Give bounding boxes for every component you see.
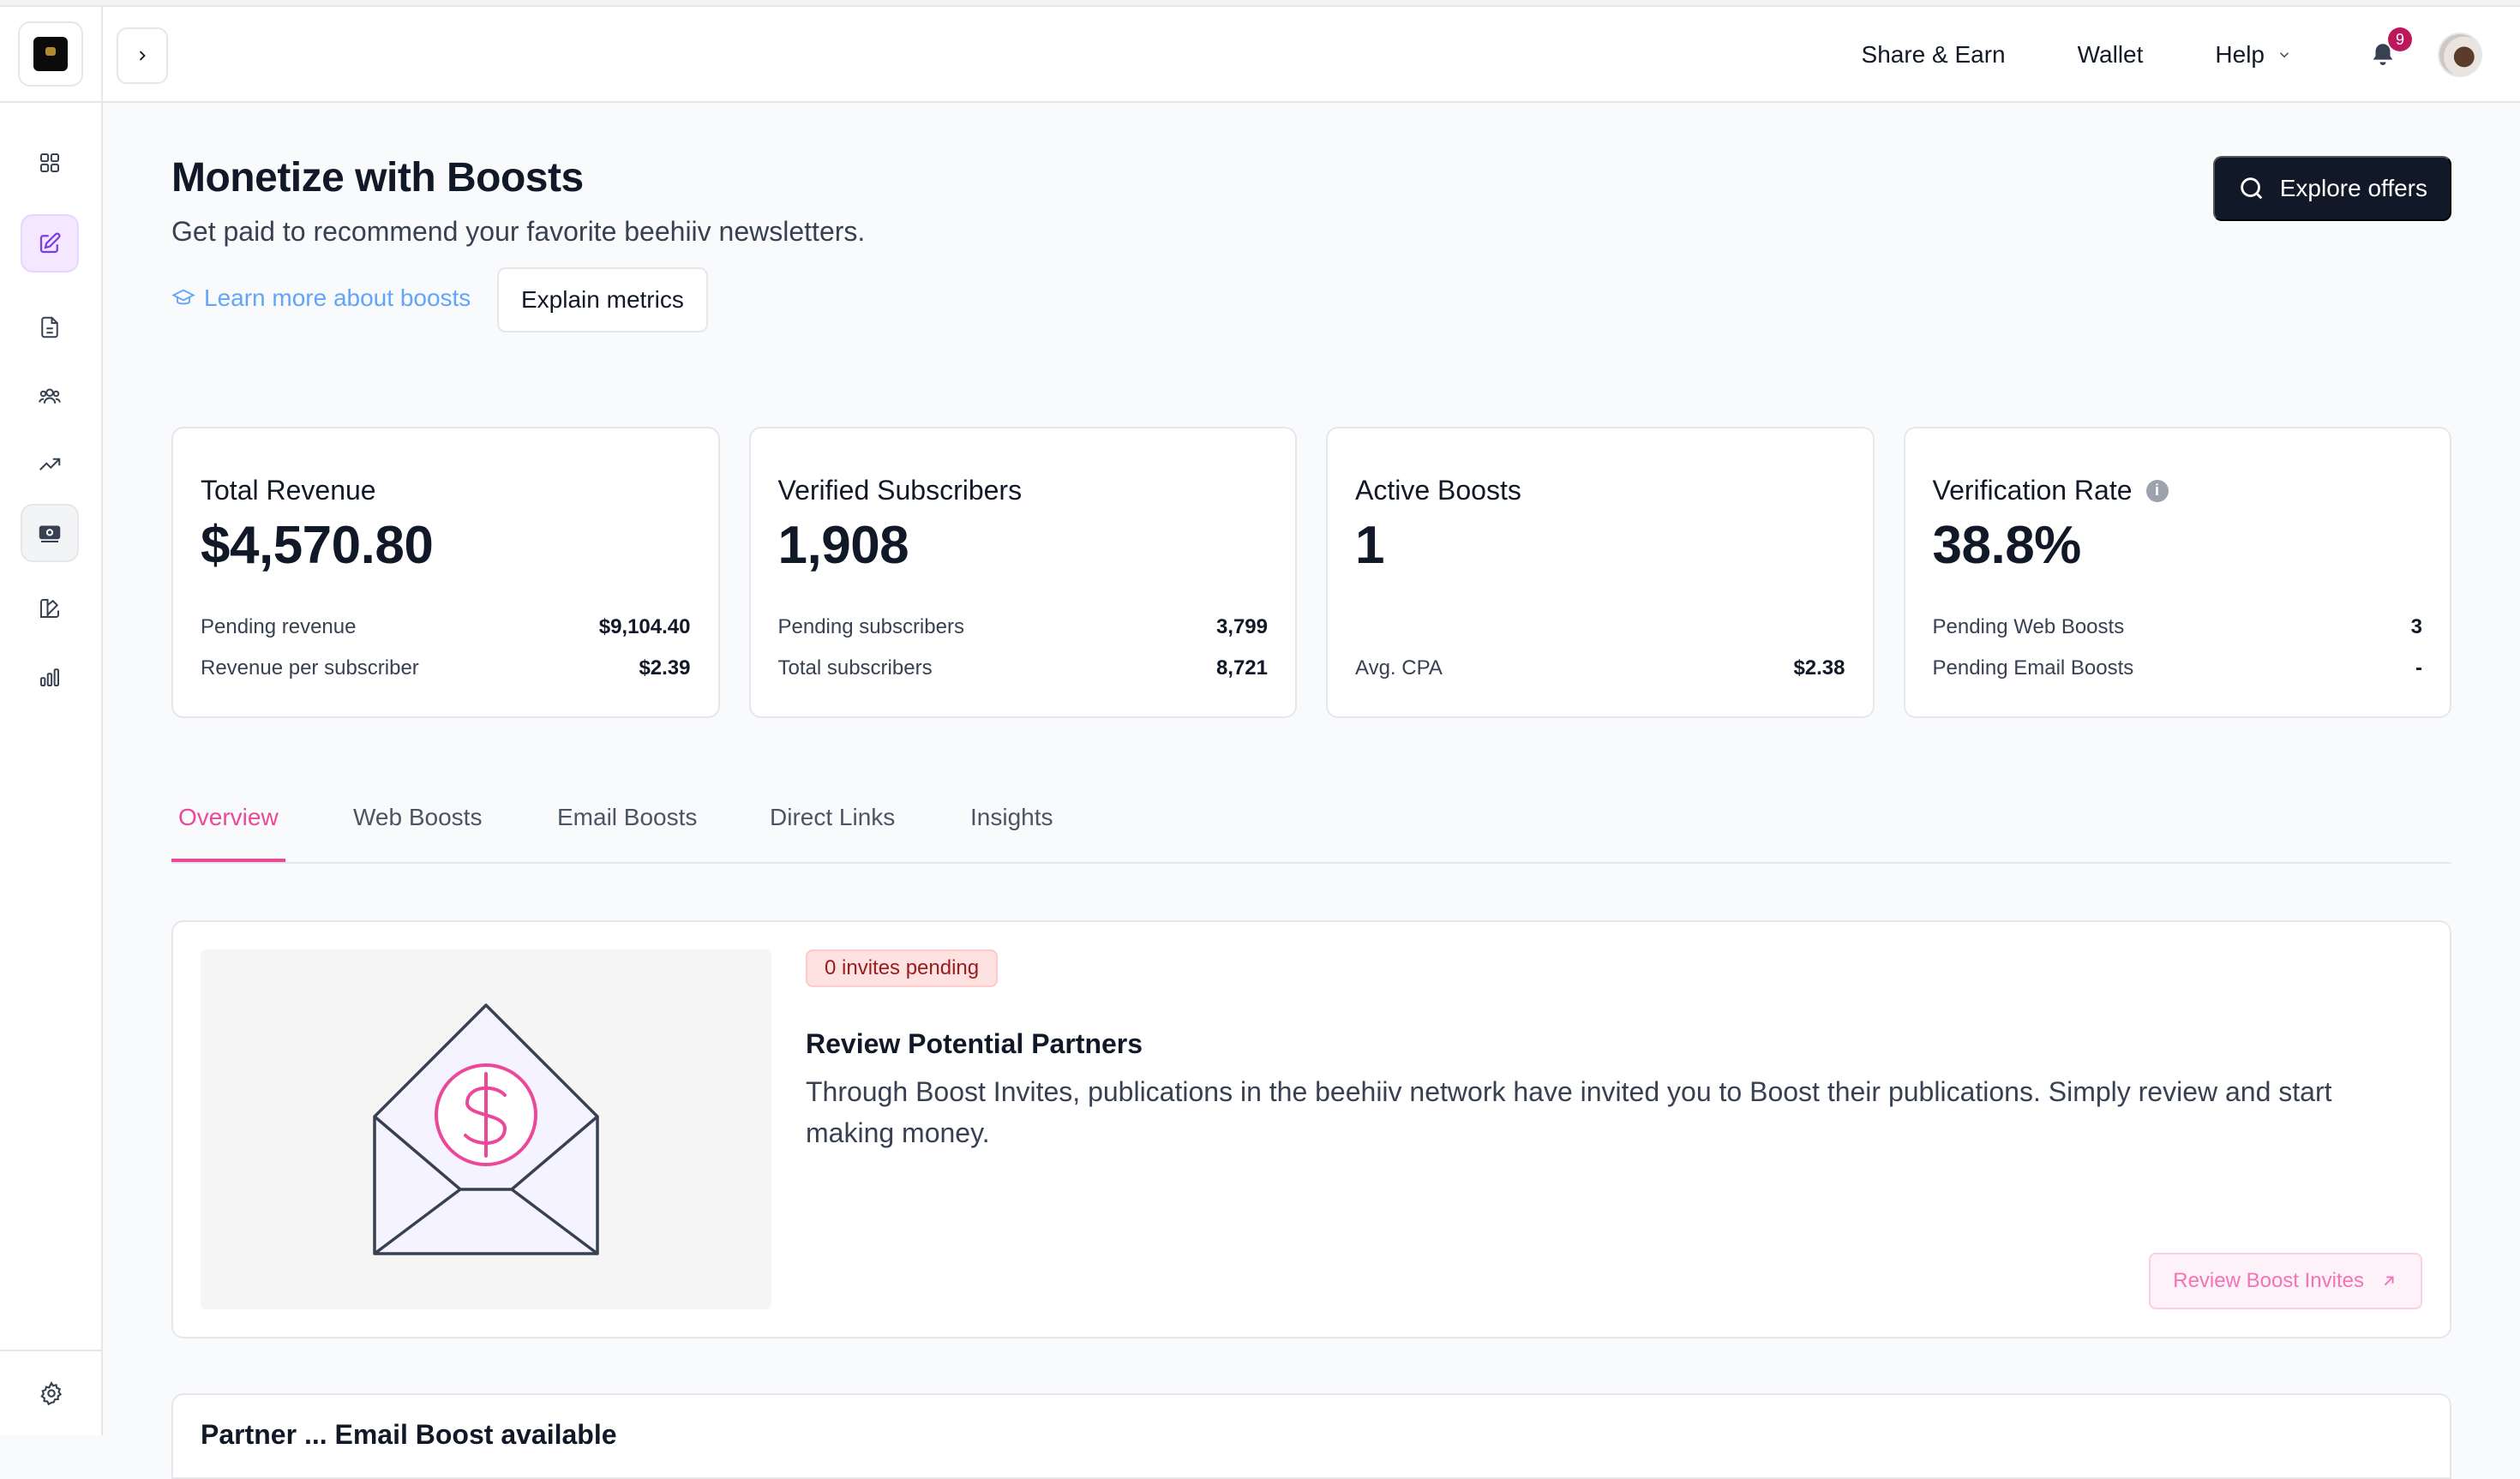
stat-value: 1,908 <box>777 516 909 575</box>
info-icon[interactable]: i <box>2145 479 2169 502</box>
user-avatar[interactable] <box>2438 33 2482 77</box>
review-boost-invites-label: Review Boost Invites <box>2173 1269 2364 1292</box>
stat-row-value: - <box>2415 656 2422 680</box>
stat-card-total-revenue: Total Revenue $4,570.80 Pending revenue … <box>171 427 720 718</box>
stat-row-label: Pending Web Boosts <box>1932 615 2125 638</box>
stat-label-row: Verification Rate i <box>1933 475 2423 506</box>
notifications-button[interactable]: 9 <box>2364 27 2412 74</box>
design-icon <box>40 599 59 618</box>
publication-logo[interactable] <box>18 21 83 87</box>
top-navigation: Share & Earn Wallet Help 9 <box>1862 7 2520 103</box>
envelope-illustration <box>201 949 771 1309</box>
stat-row-label: Pending Email Boosts <box>1932 656 2134 680</box>
stat-row-label: Total subscribers <box>777 656 933 680</box>
tab-overview[interactable]: Overview <box>171 804 285 862</box>
page-title: Monetize with Boosts <box>171 155 584 201</box>
stat-row-value: 8,721 <box>1215 656 1268 680</box>
sidebar-item-compose[interactable] <box>21 214 79 272</box>
stat-row-label: Revenue per subscriber <box>201 656 419 680</box>
promo-description: Through Boost Invites, publications in t… <box>806 1076 2332 1148</box>
sidebar <box>0 7 103 1435</box>
boost-tabs: Overview Web Boosts Email Boosts Direct … <box>171 793 2451 864</box>
review-boost-invites-button[interactable]: Review Boost Invites <box>2149 1253 2422 1309</box>
tab-insights[interactable]: Insights <box>970 804 1053 830</box>
promo-title: Review Potential Partners <box>806 1028 1143 1059</box>
compose-icon <box>39 232 61 254</box>
stat-row: Pending Web Boosts 3 <box>1933 615 2423 639</box>
stat-value: 1 <box>1355 516 1384 575</box>
sidebar-logo-area <box>0 7 101 103</box>
sidebar-item-grow[interactable] <box>21 435 79 494</box>
explain-metrics-button[interactable]: Explain metrics <box>497 267 708 332</box>
stat-card-active-boosts: Active Boosts 1 Avg. CPA $2.38 <box>1326 427 1875 718</box>
dashboard-grid-icon <box>40 153 59 172</box>
tab-email-boosts[interactable]: Email Boosts <box>557 804 698 830</box>
notification-count-badge: 9 <box>2388 27 2412 51</box>
stat-row-label: Avg. CPA <box>1355 656 1443 680</box>
posts-document-icon <box>41 316 58 338</box>
chevron-down-icon <box>2279 52 2289 58</box>
nav-share-earn[interactable]: Share & Earn <box>1861 41 2006 68</box>
explore-offers-button[interactable]: Explore offers <box>2212 156 2451 221</box>
stat-row-value: 3,799 <box>1215 615 1268 638</box>
sidebar-item-analytics[interactable] <box>21 648 79 706</box>
arrow-up-right-icon <box>2384 1276 2394 1286</box>
window-top-strip <box>0 0 2520 7</box>
sidebar-settings[interactable] <box>0 1350 103 1435</box>
topbar: Share & Earn Wallet Help 9 <box>103 7 2520 103</box>
stat-row: Pending revenue $9,104.40 <box>201 615 691 639</box>
stat-row-value: $2.38 <box>1793 656 1845 680</box>
stat-row: Avg. CPA $2.38 <box>1355 656 1845 680</box>
stat-card-verified-subscribers: Verified Subscribers 1,908 Pending subsc… <box>748 427 1297 718</box>
tab-web-boosts[interactable]: Web Boosts <box>353 804 483 830</box>
search-icon <box>2241 177 2263 200</box>
sidebar-toggle-button[interactable] <box>117 27 168 84</box>
nav-wallet[interactable]: Wallet <box>2077 41 2144 68</box>
sidebar-item-monetize[interactable] <box>21 504 79 562</box>
graduation-cap-icon <box>171 289 195 305</box>
stat-card-verification-rate: Verification Rate i 38.8% Pending Web Bo… <box>1903 427 2451 718</box>
learn-more-label: Learn more about boosts <box>204 284 471 311</box>
settings-gear-icon <box>40 1381 63 1406</box>
stat-label: Active Boosts <box>1355 475 1521 506</box>
nav-help-label: Help <box>2215 41 2265 68</box>
stats-cards: Total Revenue $4,570.80 Pending revenue … <box>171 427 2451 718</box>
stat-row: Pending subscribers 3,799 <box>778 615 1269 639</box>
stat-row-value: 3 <box>2410 615 2422 638</box>
stat-row: Total subscribers 8,721 <box>778 656 1269 680</box>
audience-icon <box>39 388 61 404</box>
review-partners-card: 0 invites pending Review Potential Partn… <box>171 920 2451 1338</box>
sidebar-item-design[interactable] <box>21 579 79 638</box>
page-subtitle: Get paid to recommend your favorite beeh… <box>171 216 866 247</box>
envelope-dollar-icon <box>373 1003 599 1255</box>
tab-direct-links[interactable]: Direct Links <box>770 804 896 830</box>
stat-row-value: $2.39 <box>639 656 691 680</box>
stat-row-label: Pending subscribers <box>777 615 964 638</box>
sidebar-item-posts[interactable] <box>21 298 79 356</box>
monetize-money-icon <box>39 525 61 542</box>
analytics-bars-icon <box>40 668 59 686</box>
sidebar-item-dashboard[interactable] <box>21 134 79 192</box>
nav-help[interactable]: Help <box>2215 41 2292 69</box>
learn-more-link[interactable]: Learn more about boosts <box>171 284 471 312</box>
stat-row: Pending Email Boosts - <box>1933 656 2423 680</box>
stat-row-label: Pending revenue <box>201 615 357 638</box>
sidebar-item-audience[interactable] <box>21 367 79 425</box>
stat-value: 38.8% <box>1932 516 2082 575</box>
stat-label: Verification Rate <box>1932 475 2133 506</box>
stat-row: Revenue per subscriber $2.39 <box>201 656 691 680</box>
next-section-card: Partner ... Email Boost available <box>171 1393 2451 1479</box>
invites-pending-badge: 0 invites pending <box>806 949 999 987</box>
stat-row-value: $9,104.40 <box>598 615 691 638</box>
chevron-right-icon <box>139 51 146 61</box>
stat-label: Verified Subscribers <box>777 475 1023 506</box>
explore-offers-label: Explore offers <box>2279 175 2427 201</box>
stat-label: Total Revenue <box>201 475 376 506</box>
bell-icon <box>2373 44 2393 66</box>
growth-trend-icon <box>39 458 61 470</box>
stat-value: $4,570.80 <box>201 516 434 575</box>
